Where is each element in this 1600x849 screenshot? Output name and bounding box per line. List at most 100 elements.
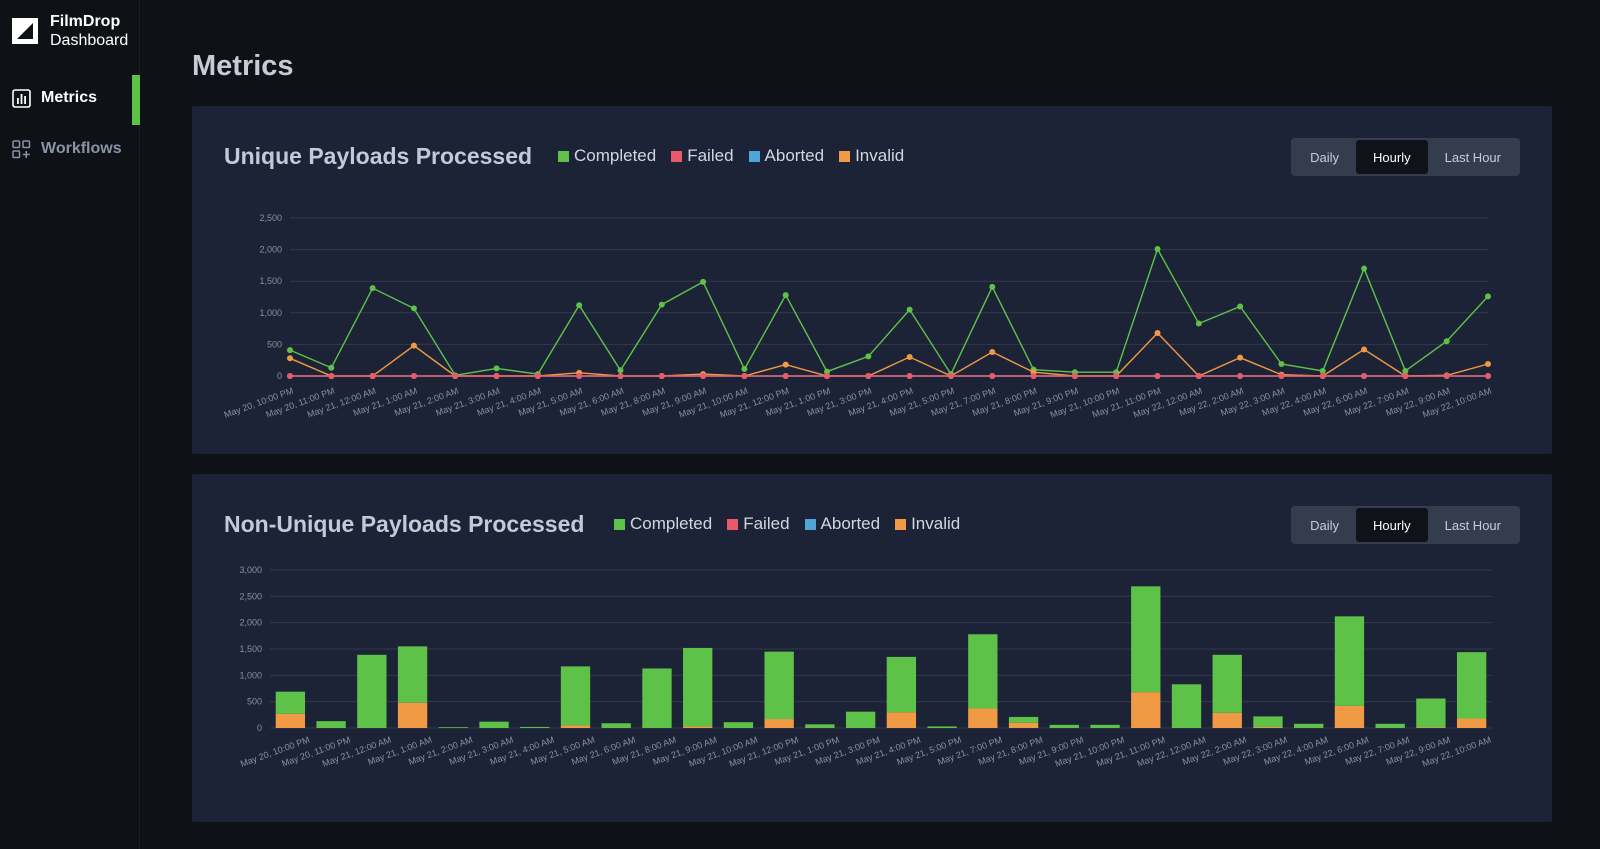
bar-segment-completed[interactable] [1008,716,1039,723]
data-point-failed[interactable] [700,373,707,379]
data-point-failed[interactable] [452,373,459,379]
data-point-invalid[interactable] [1485,360,1491,367]
bar-segment-completed[interactable] [764,651,794,720]
data-point-completed[interactable] [328,364,335,371]
bar-segment-completed[interactable] [1253,716,1283,727]
bar-segment-invalid[interactable] [1131,692,1161,728]
bar-segment-completed[interactable] [886,656,917,713]
legend-item-aborted[interactable]: Aborted [748,146,824,166]
bar-segment-completed[interactable] [927,726,957,728]
data-point-failed[interactable] [1113,373,1120,379]
data-point-failed[interactable] [1071,373,1078,379]
data-point-completed[interactable] [906,306,913,313]
legend-item-aborted[interactable]: Aborted [804,514,880,534]
data-point-failed[interactable] [287,373,293,379]
toggle-daily[interactable]: Daily [1310,149,1340,165]
bar-segment-completed[interactable] [438,727,468,728]
data-point-completed[interactable] [1361,265,1368,272]
data-point-invalid[interactable] [906,354,913,361]
data-point-invalid[interactable] [1154,330,1161,337]
bar-segment-completed[interactable] [316,721,346,728]
data-point-completed[interactable] [576,302,583,309]
bar-segment-completed[interactable] [560,666,591,726]
data-point-invalid[interactable] [989,348,996,355]
data-point-failed[interactable] [1030,373,1037,379]
data-point-failed[interactable] [1195,373,1202,379]
bar-segment-completed[interactable] [1375,723,1405,728]
bar-segment-completed[interactable] [1416,698,1446,728]
bar-segment-completed[interactable] [968,634,998,709]
data-point-failed[interactable] [576,373,583,379]
bar-segment-completed[interactable] [683,647,713,727]
bar-segment-completed[interactable] [1090,724,1120,728]
data-point-completed[interactable] [1402,367,1409,374]
data-point-failed[interactable] [534,373,541,379]
data-point-failed[interactable] [1402,373,1409,379]
legend-item-completed[interactable]: Completed [614,514,712,534]
bar-segment-invalid[interactable] [1334,705,1365,728]
bar-segment-completed[interactable] [520,726,550,728]
data-point-failed[interactable] [1154,373,1161,379]
data-point-completed[interactable] [1154,245,1161,252]
data-point-failed[interactable] [1278,373,1285,379]
data-point-completed[interactable] [493,365,500,372]
bar-segment-completed[interactable] [1171,684,1202,728]
data-point-completed[interactable] [1278,360,1285,367]
bar-segment-completed[interactable] [1049,724,1079,728]
data-point-failed[interactable] [989,373,996,379]
toggle-last-hour[interactable]: Last Hour [1444,517,1501,533]
bar-segment-invalid[interactable] [1253,726,1283,728]
data-point-completed[interactable] [1237,303,1244,310]
data-point-invalid[interactable] [1237,354,1244,361]
data-point-failed[interactable] [369,373,376,379]
bar-segment-invalid[interactable] [968,708,998,728]
bar-segment-invalid[interactable] [1456,718,1487,728]
data-point-completed[interactable] [824,368,831,375]
legend-item-failed[interactable]: Failed [727,514,790,534]
data-point-failed[interactable] [824,373,831,379]
data-point-completed[interactable] [989,283,996,290]
bar-segment-completed[interactable] [805,724,835,728]
bar-segment-invalid[interactable] [886,712,917,728]
legend-item-failed[interactable]: Failed [671,146,734,166]
data-point-failed[interactable] [906,373,913,379]
bar-segment-invalid[interactable] [397,702,428,728]
data-point-invalid[interactable] [410,342,417,349]
data-point-failed[interactable] [493,373,500,379]
data-point-failed[interactable] [328,373,335,379]
bar-segment-completed[interactable] [1456,652,1487,719]
data-point-invalid[interactable] [1361,346,1368,353]
data-point-failed[interactable] [1443,373,1450,379]
data-point-completed[interactable] [617,367,624,374]
bar-segment-completed[interactable] [1294,723,1324,728]
bar-segment-invalid[interactable] [683,726,713,728]
bar-segment-completed[interactable] [397,646,428,703]
data-point-failed[interactable] [741,373,748,379]
data-point-failed[interactable] [1237,373,1244,379]
bar-segment-invalid[interactable] [764,719,794,728]
data-point-failed[interactable] [782,373,789,379]
bar-segment-completed[interactable] [642,668,672,728]
toggle-last-hour[interactable]: Last Hour [1444,149,1501,165]
data-point-invalid[interactable] [287,355,293,362]
brand[interactable]: FilmDrop Dashboard [12,12,128,50]
bar-segment-invalid[interactable] [1416,727,1446,728]
data-point-completed[interactable] [658,301,665,308]
toggle-hourly[interactable]: Hourly [1356,140,1428,174]
bar-segment-completed[interactable] [479,721,509,728]
data-point-failed[interactable] [410,373,417,379]
data-point-completed[interactable] [1195,320,1202,327]
data-point-completed[interactable] [741,366,748,373]
bar-segment-completed[interactable] [357,654,387,728]
data-point-failed[interactable] [865,373,872,379]
data-point-completed[interactable] [1485,293,1491,300]
data-point-failed[interactable] [1319,373,1326,379]
bar-segment-completed[interactable] [1334,616,1365,706]
legend-item-invalid[interactable]: Invalid [895,514,960,534]
legend-item-completed[interactable]: Completed [558,146,656,166]
data-point-failed[interactable] [1485,373,1491,379]
sidebar-item-metrics[interactable]: Metrics [0,75,140,125]
bar-segment-completed[interactable] [1131,586,1161,693]
legend-item-invalid[interactable]: Invalid [839,146,904,166]
data-point-completed[interactable] [369,285,376,292]
